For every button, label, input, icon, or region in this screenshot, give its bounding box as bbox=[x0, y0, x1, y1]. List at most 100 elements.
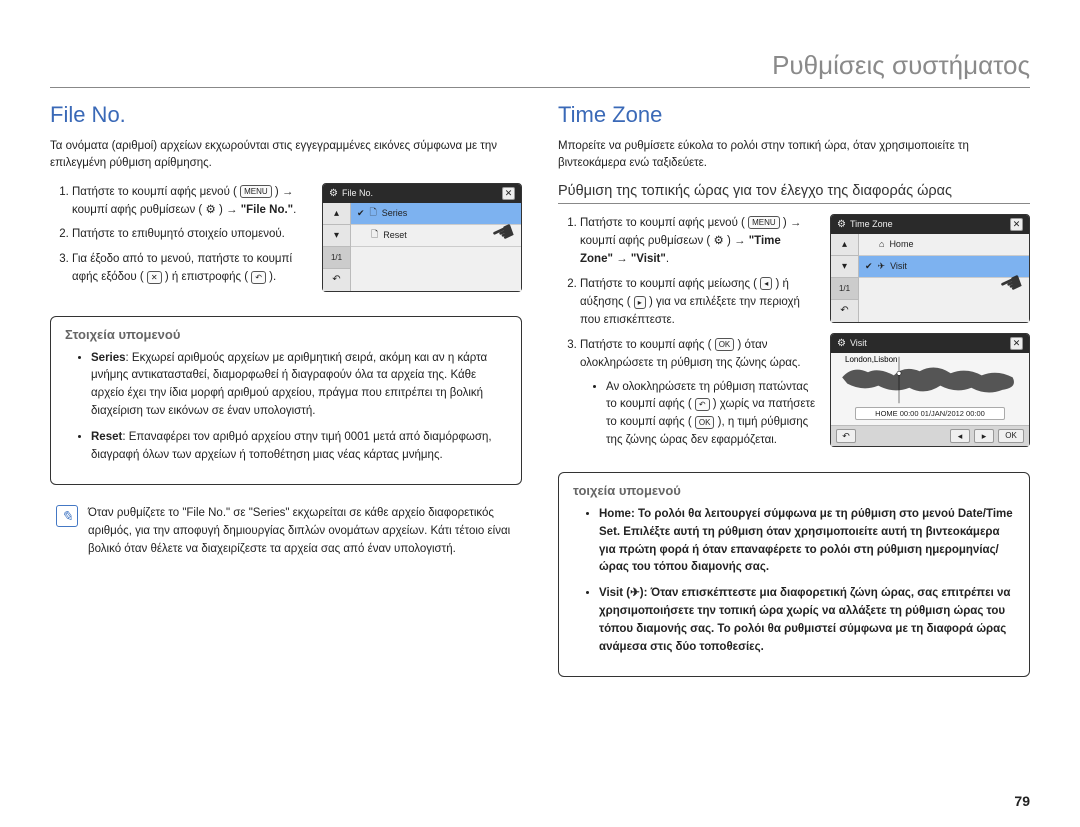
ui-titlebar: ⚙ Time Zone ✕ bbox=[831, 215, 1029, 234]
plane-icon: ✈ bbox=[878, 261, 886, 272]
text: κουμπί αφής ρυθμίσεων bbox=[72, 204, 195, 216]
file-no-submenu-box: Στοιχεία υπομενού Series: Εκχωρεί αριθμο… bbox=[50, 316, 522, 486]
menu-button-icon: MENU bbox=[748, 216, 780, 229]
ui-titlebar: ⚙ Visit ✕ bbox=[831, 334, 1029, 353]
text: : Το ρολόι θα λειτουργεί σύμφωνα με τη ρ… bbox=[599, 508, 1013, 573]
pager: 1/1 bbox=[323, 247, 350, 269]
visit-label: Visit (✈) bbox=[599, 587, 644, 599]
right-arrow-icon[interactable]: ▸ bbox=[974, 429, 994, 443]
text: Πατήστε το κουμπί αφής μείωσης ( bbox=[580, 278, 757, 290]
reset-label: Reset bbox=[91, 431, 122, 443]
time-zone-intro: Μπορείτε να ρυθμίσετε εύκολα το ρολόι στ… bbox=[558, 138, 1030, 173]
menu-item-label: Reset bbox=[383, 230, 407, 240]
close-icon[interactable]: ✕ bbox=[502, 187, 515, 200]
list-item: Πατήστε το επιθυμητό στοιχείο υπομενού. bbox=[72, 225, 308, 243]
page-number: 79 bbox=[1014, 793, 1030, 809]
ok-button[interactable]: OK bbox=[998, 429, 1024, 443]
close-icon[interactable]: ✕ bbox=[1010, 218, 1023, 231]
return-icon: ↶ bbox=[251, 271, 266, 284]
time-zone-submenu-box: τοιχεία υπομενού Home: Το ρολόι θα λειτο… bbox=[558, 472, 1030, 678]
empty-row bbox=[859, 278, 1029, 300]
right-arrow-icon: ▸ bbox=[634, 296, 646, 309]
world-map: London,Lisbon HOME 00:00 01/JAN/2012 00:… bbox=[831, 353, 1029, 425]
list-item: Πατήστε το κουμπί αφής μενού ( MENU ) → … bbox=[580, 214, 816, 269]
text: "Visit" bbox=[631, 253, 666, 265]
file-no-ui-preview: ⚙ File No. ✕ ▴ ▾ 1/1 ↶ ✔ 🗋 Series bbox=[322, 183, 522, 292]
list-item: Πατήστε το κουμπί αφής ( OK ) όταν ολοκλ… bbox=[580, 336, 816, 450]
ok-button-icon: OK bbox=[715, 338, 735, 351]
ok-button-icon: OK bbox=[695, 416, 715, 429]
ui-sidebar: ▴ ▾ 1/1 ↶ bbox=[323, 203, 351, 291]
pager: 1/1 bbox=[831, 278, 858, 300]
ui-sidebar: ▴ ▾ 1/1 ↶ bbox=[831, 234, 859, 322]
list-item: Visit (✈): Όταν επισκέπτεστε μια διαφορε… bbox=[599, 585, 1015, 656]
page-header: Ρυθμίσεις συστήματος bbox=[50, 50, 1030, 88]
gear-icon: ⚙ bbox=[713, 235, 723, 247]
series-label: Series bbox=[91, 352, 126, 364]
home-label: Home bbox=[599, 508, 631, 520]
left-arrow-icon: ◂ bbox=[760, 277, 772, 290]
two-column-layout: File No. Τα ονόματα (αριθμοί) αρχείων εκ… bbox=[50, 102, 1030, 677]
gear-icon: ⚙ bbox=[837, 338, 846, 349]
home-icon: ⌂ bbox=[879, 239, 884, 249]
file-no-title: File No. bbox=[50, 102, 522, 128]
text: κουμπί αφής ρυθμίσεων bbox=[580, 235, 703, 247]
menu-item-series[interactable]: ✔ 🗋 Series bbox=[351, 203, 521, 225]
list-item: Πατήστε το κουμπί αφής μενού ( MENU ) → … bbox=[72, 183, 308, 220]
gear-icon: ⚙ bbox=[837, 219, 846, 230]
up-arrow-icon[interactable]: ▴ bbox=[323, 203, 350, 225]
check-icon: ✔ bbox=[357, 208, 365, 219]
list-item: Πατήστε το κουμπί αφής μείωσης ( ◂ ) ή α… bbox=[580, 275, 816, 330]
menu-item-visit[interactable]: ✔ ✈ Visit bbox=[859, 256, 1029, 278]
text: "File No." bbox=[241, 204, 293, 216]
text: ). bbox=[269, 271, 276, 283]
menu-item-reset[interactable]: 🗋 Reset bbox=[351, 225, 521, 247]
gear-icon: ⚙ bbox=[205, 204, 215, 216]
time-zone-ui-preview-2: ⚙ Visit ✕ London,Lisbon HOME 00:00 01/JAN… bbox=[830, 333, 1030, 447]
text: : Όταν επισκέπτεστε μια διαφορετική ζώνη… bbox=[599, 587, 1010, 652]
menu-item-label: Series bbox=[382, 208, 408, 218]
ui-titlebar: ⚙ File No. ✕ bbox=[323, 184, 521, 203]
return-icon[interactable]: ↶ bbox=[836, 429, 856, 443]
time-zone-ui-preview-1: ⚙ Time Zone ✕ ▴ ▾ 1/1 ↶ ⌂ bbox=[830, 214, 1030, 323]
down-arrow-icon[interactable]: ▾ bbox=[323, 225, 350, 247]
ui-title: File No. bbox=[342, 188, 373, 198]
city-label: London,Lisbon bbox=[845, 355, 898, 364]
list-item: Home: Το ρολόι θα λειτουργεί σύμφωνα με … bbox=[599, 506, 1015, 577]
ui-main: ✔ 🗋 Series 🗋 Reset bbox=[351, 203, 521, 291]
ui-title: Visit bbox=[850, 338, 867, 348]
menu-item-label: Visit bbox=[890, 261, 907, 271]
close-icon: ✕ bbox=[147, 271, 162, 284]
file-no-steps: Πατήστε το κουμπί αφής μενού ( MENU ) → … bbox=[50, 183, 308, 287]
box-header: Στοιχεία υπομενού bbox=[65, 327, 507, 342]
gear-icon: ⚙ bbox=[329, 188, 338, 199]
box-header: τοιχεία υπομενού bbox=[573, 483, 1015, 498]
empty-row bbox=[351, 247, 521, 269]
up-arrow-icon[interactable]: ▴ bbox=[831, 234, 858, 256]
text: Πατήστε το κουμπί αφής μενού bbox=[580, 217, 738, 229]
time-zone-title: Time Zone bbox=[558, 102, 1030, 128]
left-arrow-icon[interactable]: ◂ bbox=[950, 429, 970, 443]
menu-item-label: Home bbox=[889, 239, 913, 249]
close-icon[interactable]: ✕ bbox=[1010, 337, 1023, 350]
time-zone-ui-previews: ⚙ Time Zone ✕ ▴ ▾ 1/1 ↶ ⌂ bbox=[830, 214, 1030, 457]
return-icon[interactable]: ↶ bbox=[831, 300, 858, 322]
list-item: Series: Εκχωρεί αριθμούς αρχείων με αριθ… bbox=[91, 350, 507, 421]
return-icon[interactable]: ↶ bbox=[323, 269, 350, 291]
text: : Εκχωρεί αριθμούς αρχείων με αριθμητική… bbox=[91, 352, 487, 417]
list-item: Αν ολοκληρώσετε τη ρύθμιση πατώντας το κ… bbox=[606, 379, 816, 450]
map-footer: ↶ ◂ ▸ OK bbox=[831, 425, 1029, 446]
text: : Επαναφέρει τον αριθμό αρχείου στην τιμ… bbox=[91, 431, 492, 461]
time-zone-steps: Πατήστε το κουμπί αφής μενού ( MENU ) → … bbox=[558, 214, 816, 450]
ui-title: Time Zone bbox=[850, 219, 893, 229]
text: Πατήστε το κουμπί αφής μενού bbox=[72, 186, 230, 198]
return-icon: ↶ bbox=[695, 398, 710, 411]
text: Πατήστε το κουμπί αφής ( bbox=[580, 339, 712, 351]
reset-row-icon: 🗋 bbox=[371, 227, 378, 243]
file-no-note: ✎ Όταν ρυθμίζετε το "File No." σε "Serie… bbox=[50, 501, 522, 562]
list-item: Για έξοδο από το μενού, πατήστε το κουμπ… bbox=[72, 250, 308, 287]
note-icon: ✎ bbox=[56, 505, 78, 527]
down-arrow-icon[interactable]: ▾ bbox=[831, 256, 858, 278]
menu-item-home[interactable]: ⌂ Home bbox=[859, 234, 1029, 256]
list-item: Reset: Επαναφέρει τον αριθμό αρχείου στη… bbox=[91, 429, 507, 465]
